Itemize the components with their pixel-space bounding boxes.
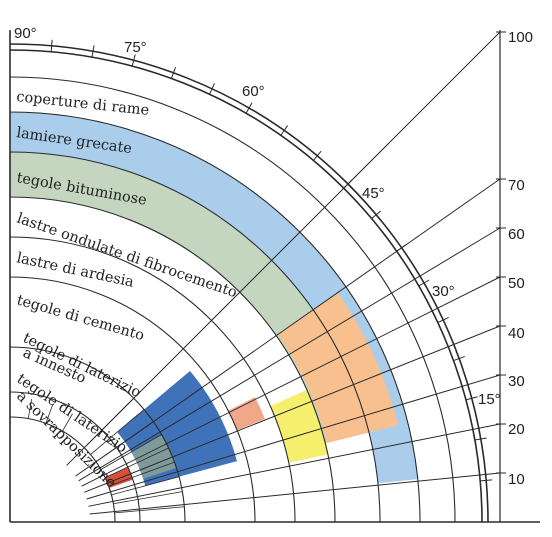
percent-label-20: 20 <box>508 421 525 438</box>
degree-tick <box>313 150 322 161</box>
degree-tick <box>209 83 216 95</box>
band-fill-laterizio-sovrapposizione <box>105 467 133 488</box>
inner-divider <box>113 491 183 505</box>
slope-line <box>81 276 501 487</box>
angle-label-45: 45° <box>362 185 385 202</box>
degree-tick <box>465 396 478 401</box>
degree-tick <box>453 355 465 362</box>
percent-label-10: 10 <box>508 471 525 488</box>
inner-divider <box>62 413 73 432</box>
inner-divider <box>45 404 54 424</box>
inner-divider <box>90 409 145 455</box>
inner-divider <box>111 476 180 496</box>
slope-line <box>84 325 501 493</box>
band-fills <box>10 112 418 488</box>
percent-label-60: 60 <box>508 226 525 243</box>
percent-label-40: 40 <box>508 325 525 342</box>
degree-tick <box>480 479 493 482</box>
degree-tick <box>131 54 136 67</box>
degree-tick <box>437 316 449 323</box>
inner-divider <box>83 397 135 449</box>
grid-lines <box>9 30 540 523</box>
percent-label-50: 50 <box>508 275 525 292</box>
inner-divider <box>108 461 175 487</box>
percent-label-70: 70 <box>508 177 525 194</box>
degree-tick <box>50 39 53 52</box>
band-fill-fibrocemento <box>277 292 399 443</box>
slope-line <box>88 423 501 507</box>
angle-label-90: 90° <box>14 25 37 42</box>
inner-divider <box>100 434 162 470</box>
angle-label-60: 60° <box>242 83 265 100</box>
slope-line <box>78 227 501 482</box>
band-fill-cemento <box>228 397 265 431</box>
degree-tick <box>170 67 177 79</box>
slope-line <box>86 374 501 500</box>
degree-tick <box>474 437 487 441</box>
inner-divider <box>95 421 154 463</box>
inner-divider <box>27 398 33 419</box>
percent-label-100: 100 <box>508 29 533 46</box>
inner-divider <box>104 447 169 478</box>
degree-tick <box>245 102 253 114</box>
degree-tick <box>396 243 407 252</box>
angle-label-75: 75° <box>124 39 147 56</box>
percent-label-30: 30 <box>508 373 525 390</box>
degree-tick <box>280 125 289 136</box>
inner-divider <box>114 506 185 514</box>
angle-label-15: 15° <box>478 391 501 408</box>
slope-line <box>89 472 501 515</box>
angle-label-30: 30° <box>432 283 455 300</box>
slope-line <box>66 31 501 466</box>
degree-tick <box>343 179 353 189</box>
degree-tick <box>91 45 95 58</box>
degree-tick <box>371 210 382 219</box>
degree-tick <box>418 279 430 287</box>
